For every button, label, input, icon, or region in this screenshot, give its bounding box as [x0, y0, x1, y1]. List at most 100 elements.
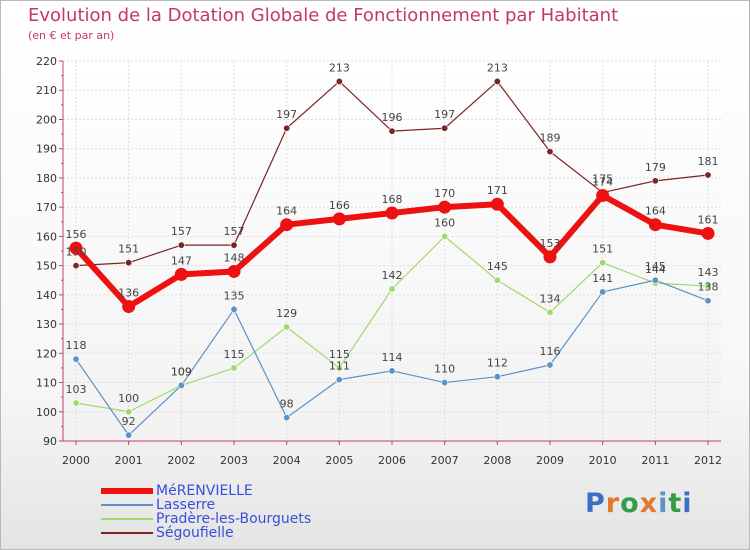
x-tick-label: 2004 — [273, 454, 301, 467]
data-label: 138 — [698, 281, 719, 294]
data-point — [441, 379, 449, 387]
legend-label-segoufielle: Ségoufielle — [156, 525, 234, 541]
data-label: 114 — [382, 351, 403, 364]
data-point — [493, 276, 501, 284]
y-tick-label: 220 — [36, 55, 57, 68]
y-tick-label: 210 — [36, 84, 57, 97]
data-point — [69, 241, 83, 255]
data-point — [493, 373, 501, 381]
data-label: 129 — [276, 307, 297, 320]
data-point — [177, 241, 185, 249]
data-point — [122, 300, 136, 314]
y-tick-label: 160 — [36, 230, 57, 243]
y-tick-label: 150 — [36, 260, 57, 273]
data-point — [704, 171, 712, 179]
logo-letter: i — [682, 488, 693, 519]
x-tick-label: 2003 — [220, 454, 248, 467]
data-label: 112 — [487, 357, 508, 370]
data-label: 109 — [171, 365, 192, 378]
data-point — [125, 259, 133, 267]
y-tick-label: 130 — [36, 318, 57, 331]
logo-letter: r — [605, 488, 621, 519]
data-label: 164 — [276, 205, 297, 218]
data-point — [648, 218, 662, 232]
legend-swatch-merenvielle — [101, 488, 153, 494]
logo-letter: o — [620, 488, 640, 519]
data-point — [543, 250, 557, 264]
data-label: 151 — [118, 243, 139, 256]
x-tick-label: 2005 — [325, 454, 353, 467]
logo-letter: P — [585, 488, 606, 519]
data-label: 157 — [224, 225, 245, 238]
data-label: 213 — [487, 61, 508, 74]
chart-title: Evolution de la Dotation Globale de Fonc… — [28, 5, 619, 26]
y-tick-label: 180 — [36, 172, 57, 185]
data-label: 115 — [329, 348, 350, 361]
x-tick-label: 2010 — [589, 454, 617, 467]
data-point — [72, 399, 80, 407]
legend-swatch-segoufielle — [101, 532, 153, 534]
data-point — [177, 381, 185, 389]
y-tick-label: 200 — [36, 113, 57, 126]
data-label: 98 — [280, 398, 294, 411]
data-point — [280, 218, 294, 232]
data-point — [72, 262, 80, 270]
y-tick-label: 190 — [36, 143, 57, 156]
x-tick-label: 2012 — [694, 454, 722, 467]
data-point — [283, 323, 291, 331]
data-point — [230, 305, 238, 313]
data-label: 147 — [171, 254, 192, 267]
legend-label-lasserre: Lasserre — [156, 497, 216, 513]
data-label: 197 — [434, 108, 455, 121]
y-tick-label: 90 — [43, 435, 57, 448]
data-point — [283, 414, 291, 422]
legend-label-pradere: Pradère-les-Bourguets — [156, 511, 312, 527]
data-point — [227, 264, 241, 278]
data-point — [438, 200, 452, 214]
data-label: 170 — [434, 187, 455, 200]
data-label: 197 — [276, 108, 297, 121]
data-label: 103 — [66, 383, 87, 396]
data-label: 143 — [698, 266, 719, 279]
data-point — [388, 127, 396, 135]
data-point — [335, 376, 343, 384]
x-tick-label: 2009 — [536, 454, 564, 467]
proxiti-logo: Proxiti — [585, 488, 693, 519]
x-tick-label: 2011 — [641, 454, 669, 467]
data-label: 110 — [434, 363, 455, 376]
data-label: 166 — [329, 199, 350, 212]
data-point — [174, 267, 188, 281]
data-point — [72, 355, 80, 363]
data-point — [335, 77, 343, 85]
data-point — [230, 241, 238, 249]
data-label: 141 — [592, 272, 613, 285]
data-point — [441, 124, 449, 132]
data-point — [332, 212, 346, 226]
data-point — [546, 361, 554, 369]
data-label: 151 — [592, 243, 613, 256]
data-point — [125, 431, 133, 439]
data-label: 92 — [122, 415, 136, 428]
data-label: 116 — [540, 345, 561, 358]
data-label: 175 — [592, 173, 613, 186]
data-point — [651, 276, 659, 284]
data-point — [546, 308, 554, 316]
y-tick-label: 140 — [36, 289, 57, 302]
legend-swatch-lasserre — [101, 504, 153, 506]
y-tick-label: 110 — [36, 377, 57, 390]
data-label: 100 — [118, 392, 139, 405]
data-label: 174 — [592, 175, 613, 188]
y-tick-label: 120 — [36, 347, 57, 360]
data-point — [335, 364, 343, 372]
data-label: 134 — [540, 292, 561, 305]
data-label: 109 — [171, 365, 192, 378]
data-point — [596, 188, 610, 202]
data-label: 168 — [382, 193, 403, 206]
data-point — [230, 364, 238, 372]
data-label: 157 — [171, 225, 192, 238]
data-point — [651, 177, 659, 185]
data-label: 156 — [66, 228, 87, 241]
data-point — [283, 124, 291, 132]
data-label: 171 — [487, 184, 508, 197]
